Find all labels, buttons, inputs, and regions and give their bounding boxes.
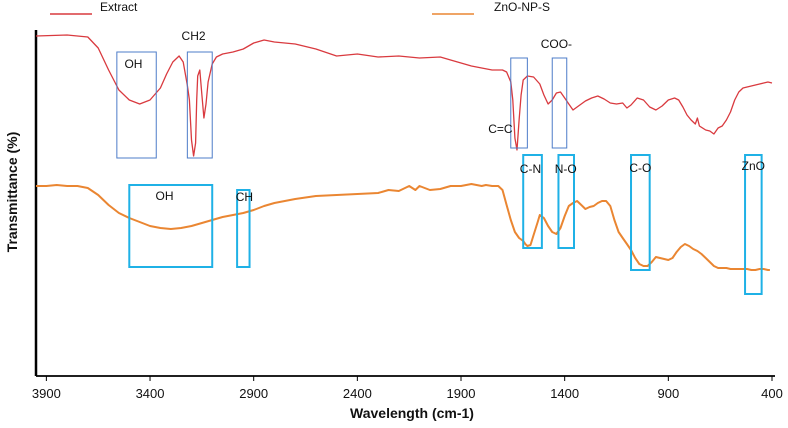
x-axis-title: Wavelength (cm-1) (350, 405, 474, 421)
annotation-label: OH (156, 189, 174, 203)
legend: Extract ZnO-NP-S (50, 0, 550, 15)
annotation-label: OH (124, 57, 142, 71)
x-tick-label: 400 (761, 386, 783, 401)
legend-label-zno: ZnO-NP-S (494, 0, 550, 14)
annotation-label: ZnO (742, 159, 765, 173)
annotation-box (522, 154, 543, 249)
x-tick-label: 3900 (32, 386, 61, 401)
x-tick-label: 1400 (550, 386, 579, 401)
annotation-label: CH (236, 190, 253, 204)
annotation-label: C-N (520, 162, 541, 176)
x-tick-label: 3400 (136, 386, 165, 401)
annotation-box (744, 154, 763, 295)
annotation-box (116, 51, 157, 159)
x-tick-label: 900 (657, 386, 679, 401)
annotation-label: C-O (629, 161, 651, 175)
legend-label-extract: Extract (100, 0, 138, 14)
y-axis-title: Transmittance (%) (4, 132, 20, 253)
annotation-box (236, 189, 251, 268)
annotation-label: CH2 (182, 29, 206, 43)
annotation-box (557, 154, 576, 249)
annotation-label: N-O (555, 162, 577, 176)
x-tick-label: 2400 (343, 386, 372, 401)
series-line-extract (35, 34, 773, 157)
x-ticks: 3900 3400 2900 2400 1900 1400 900 400 (32, 376, 783, 401)
annotation-box (510, 57, 528, 149)
x-tick-label: 1900 (447, 386, 476, 401)
annotation-label: COO- (541, 37, 572, 51)
annotation-box (551, 57, 568, 149)
annotations-layer: OH CH2 C=C COO- OH CH C-N N-O C-O ZnO (116, 29, 765, 295)
annotation-box (186, 51, 213, 159)
annotation-box (128, 184, 214, 268)
series-layer (35, 34, 773, 271)
series-line-zno-np-s (36, 183, 770, 271)
annotation-label: C=C (488, 122, 513, 136)
annotation-box (630, 154, 651, 271)
x-tick-label: 2900 (239, 386, 268, 401)
